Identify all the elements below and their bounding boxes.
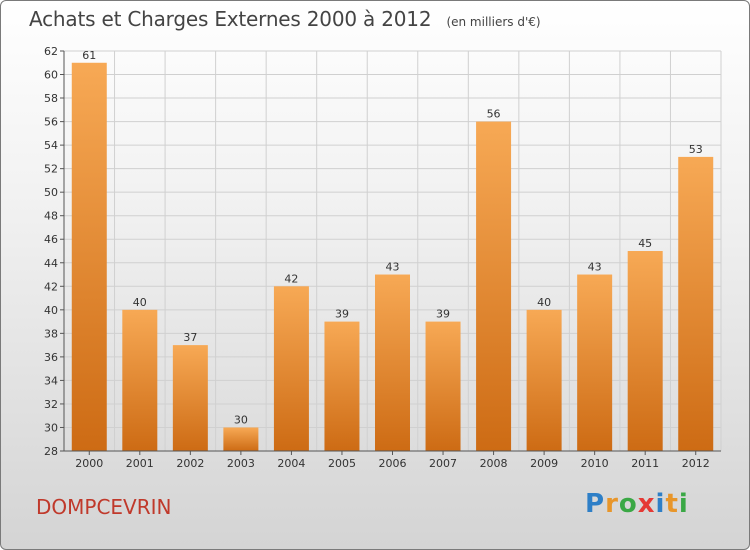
x-tick-label: 2001 <box>126 457 154 470</box>
x-tick-label: 2000 <box>75 457 103 470</box>
chart-unit: (en milliers d'€) <box>446 15 541 29</box>
axis-layer: 28 30 32 34 36 38 40 42 44 46 48 50 52 54 56 58 60 62 2000… <box>44 45 721 470</box>
data-label: 40 <box>133 296 147 309</box>
x-tick-label: 2011 <box>631 457 659 470</box>
logo-letter: P <box>585 489 606 519</box>
bar-2003 <box>223 427 259 451</box>
bar-layer: 61 40 37 30 42 39 43 39 56 40 43 45 53 <box>71 49 714 452</box>
x-tick-label: 2003 <box>227 457 255 470</box>
x-tick-label: 2012 <box>682 457 710 470</box>
data-label: 39 <box>335 308 349 321</box>
data-label: 53 <box>689 143 703 156</box>
y-tick-label: 38 <box>44 327 58 340</box>
bar-2006 <box>375 274 410 451</box>
commune-name: DOMPCEVRIN <box>36 495 172 519</box>
data-label: 42 <box>284 272 298 285</box>
y-tick-label: 40 <box>44 304 58 317</box>
bar-2005 <box>324 321 360 451</box>
bar-2009 <box>526 309 562 451</box>
y-tick-label: 36 <box>44 351 58 364</box>
x-tick-label: 2005 <box>328 457 356 470</box>
logo-letter: i <box>655 489 666 519</box>
y-tick-label: 52 <box>44 163 58 176</box>
logo-letter: r <box>605 489 619 519</box>
y-tick-label: 46 <box>44 233 58 246</box>
proxiti-logo: Proxiti <box>585 489 689 519</box>
data-label: 39 <box>436 308 450 321</box>
x-tick-label: 2006 <box>379 457 407 470</box>
y-tick-label: 56 <box>44 116 58 129</box>
y-tick-label: 50 <box>44 186 58 199</box>
data-label: 56 <box>487 108 501 121</box>
data-label: 43 <box>588 261 602 274</box>
x-tick-label: 2009 <box>530 457 558 470</box>
x-tick-label: 2002 <box>176 457 204 470</box>
bar-2011 <box>627 251 663 451</box>
data-label: 45 <box>638 237 652 250</box>
x-tick-label: 2010 <box>581 457 609 470</box>
y-tick-label: 30 <box>44 421 58 434</box>
y-tick-label: 42 <box>44 280 58 293</box>
bar-2001 <box>122 309 158 451</box>
y-tick-label: 58 <box>44 92 58 105</box>
bar-2010 <box>577 274 613 451</box>
bar-2007 <box>425 321 461 451</box>
y-tick-label: 28 <box>44 445 58 458</box>
y-tick-label: 62 <box>44 45 58 58</box>
data-label: 30 <box>234 413 248 426</box>
data-label: 40 <box>537 296 551 309</box>
logo-letter: t <box>665 489 679 519</box>
bar-2004 <box>273 286 309 451</box>
logo-letter: x <box>637 489 656 519</box>
data-label: 37 <box>183 331 197 344</box>
bar-2012 <box>678 156 714 451</box>
title-row: Achats et Charges Externes 2000 à 2012 (… <box>29 7 541 31</box>
data-label: 61 <box>82 49 96 62</box>
y-tick-label: 44 <box>44 257 58 270</box>
y-tick-label: 54 <box>44 139 58 152</box>
bar-2002 <box>172 345 208 451</box>
y-tick-label: 32 <box>44 398 58 411</box>
bar-2008 <box>476 121 512 452</box>
x-tick-label: 2008 <box>480 457 508 470</box>
y-tick-label: 60 <box>44 69 58 82</box>
y-tick-label: 34 <box>44 374 58 387</box>
logo-letter: o <box>618 489 638 519</box>
chart-title: Achats et Charges Externes 2000 à 2012 <box>29 7 432 31</box>
y-tick-label: 48 <box>44 210 58 223</box>
bar-2000 <box>71 62 107 451</box>
x-tick-label: 2007 <box>429 457 457 470</box>
logo-letter: i <box>678 489 689 519</box>
x-tick-label: 2004 <box>277 457 305 470</box>
data-label: 43 <box>386 261 400 274</box>
